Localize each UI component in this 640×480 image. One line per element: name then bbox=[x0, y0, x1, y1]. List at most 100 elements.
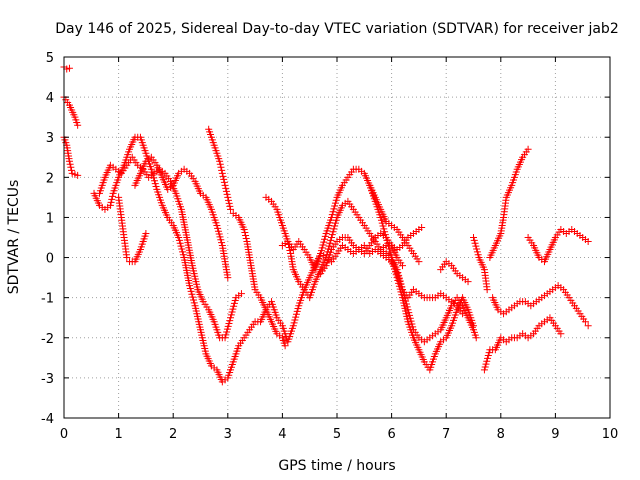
data-point bbox=[321, 235, 329, 243]
series-s7 bbox=[131, 153, 232, 282]
data-markers bbox=[60, 63, 592, 386]
data-point bbox=[231, 297, 239, 305]
data-point bbox=[189, 293, 197, 301]
data-point bbox=[186, 284, 194, 292]
x-axis-label: GPS time / hours bbox=[278, 458, 395, 474]
y-tick-label: -2 bbox=[41, 332, 54, 347]
data-point bbox=[318, 244, 326, 252]
data-point bbox=[242, 231, 250, 239]
data-point bbox=[470, 234, 477, 241]
data-point bbox=[292, 313, 300, 321]
data-point bbox=[188, 290, 196, 298]
x-tick-label: 4 bbox=[278, 427, 286, 442]
data-point bbox=[406, 311, 414, 319]
data-point bbox=[74, 171, 82, 179]
y-tick-label: 1 bbox=[46, 211, 54, 226]
data-point bbox=[221, 181, 229, 189]
data-point bbox=[403, 303, 411, 311]
series-s19 bbox=[524, 225, 592, 266]
data-point bbox=[484, 354, 492, 362]
data-point bbox=[402, 300, 410, 308]
data-point bbox=[379, 222, 387, 230]
data-point bbox=[225, 319, 233, 327]
x-tick-label: 7 bbox=[442, 427, 450, 442]
data-point bbox=[67, 163, 75, 171]
data-point bbox=[332, 216, 340, 224]
data-point bbox=[108, 195, 116, 203]
data-point bbox=[175, 236, 183, 244]
data-point bbox=[292, 310, 300, 318]
data-point bbox=[218, 239, 226, 247]
data-point bbox=[223, 325, 231, 333]
data-point bbox=[484, 352, 492, 360]
data-point bbox=[331, 219, 339, 227]
data-point bbox=[214, 224, 222, 232]
series-s6 bbox=[115, 193, 150, 266]
data-point bbox=[179, 251, 187, 259]
data-point bbox=[227, 205, 235, 213]
data-point bbox=[147, 165, 155, 173]
data-point bbox=[187, 287, 195, 295]
data-point bbox=[321, 232, 329, 240]
data-point bbox=[327, 236, 335, 244]
data-point bbox=[473, 245, 481, 253]
data-point bbox=[317, 247, 325, 255]
data-point bbox=[399, 262, 407, 270]
data-point bbox=[242, 235, 250, 243]
data-point bbox=[406, 314, 414, 322]
data-point bbox=[220, 175, 228, 183]
data-point bbox=[584, 238, 592, 246]
data-point bbox=[471, 239, 479, 247]
y-tick-label: -3 bbox=[41, 372, 54, 387]
data-point bbox=[224, 274, 232, 282]
data-point bbox=[65, 157, 73, 165]
data-point bbox=[480, 366, 488, 374]
data-point bbox=[215, 230, 223, 238]
chart-title: Day 146 of 2025, Sidereal Day-to-day VTE… bbox=[55, 21, 618, 37]
y-tick-label: 4 bbox=[46, 91, 54, 106]
series-s1 bbox=[60, 63, 73, 73]
data-point bbox=[150, 177, 158, 185]
data-point bbox=[378, 219, 386, 227]
data-point bbox=[581, 318, 589, 326]
data-point bbox=[237, 290, 245, 298]
y-tick-label: -1 bbox=[41, 292, 54, 307]
data-point bbox=[293, 307, 301, 315]
data-point bbox=[331, 199, 339, 207]
data-point bbox=[331, 202, 339, 210]
data-point bbox=[176, 239, 184, 247]
data-point bbox=[222, 187, 230, 195]
data-point bbox=[226, 317, 234, 325]
data-point bbox=[152, 183, 160, 191]
data-point bbox=[106, 201, 114, 209]
data-point bbox=[230, 302, 238, 310]
data-point bbox=[177, 242, 185, 250]
data-point bbox=[401, 294, 409, 302]
data-point bbox=[107, 198, 115, 206]
data-point bbox=[214, 227, 222, 235]
data-point bbox=[329, 208, 337, 216]
data-point bbox=[65, 64, 73, 72]
series-s15 bbox=[470, 234, 491, 294]
x-tick-label: 9 bbox=[551, 427, 559, 442]
data-point bbox=[108, 192, 116, 200]
data-point bbox=[151, 180, 159, 188]
data-point bbox=[213, 221, 221, 229]
data-point bbox=[326, 239, 334, 247]
data-point bbox=[524, 145, 532, 153]
data-point bbox=[224, 193, 232, 201]
data-point bbox=[224, 322, 232, 330]
data-point bbox=[217, 163, 225, 171]
data-point bbox=[332, 196, 340, 204]
series-s13 bbox=[377, 223, 426, 254]
x-tick-label: 5 bbox=[333, 427, 341, 442]
data-point bbox=[68, 166, 76, 174]
series-s2 bbox=[60, 93, 82, 129]
data-point bbox=[409, 323, 417, 331]
x-tick-label: 2 bbox=[169, 427, 177, 442]
data-point bbox=[459, 310, 467, 318]
data-point bbox=[473, 248, 481, 256]
data-point bbox=[320, 238, 328, 246]
data-point bbox=[222, 184, 230, 192]
data-point bbox=[381, 228, 389, 236]
